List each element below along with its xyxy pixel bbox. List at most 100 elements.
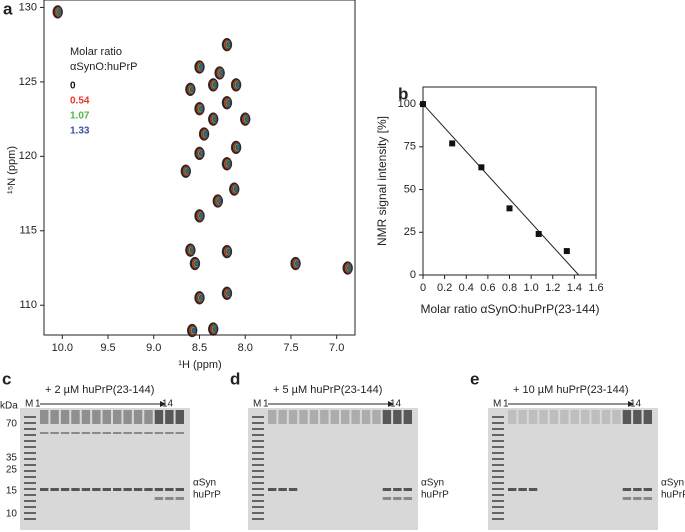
y-tick-label: 115 (19, 225, 37, 237)
well (372, 410, 381, 424)
band (60, 432, 70, 434)
peak (226, 290, 231, 297)
marker-band (492, 440, 504, 442)
gel-title: + 5 µM huPrP(23-144) (273, 384, 382, 396)
band (92, 488, 101, 491)
x-tick-label: 9.5 (100, 342, 115, 354)
peak (199, 64, 204, 70)
x-tick-label: 1.2 (545, 282, 560, 294)
band (40, 432, 49, 434)
marker-band (24, 470, 36, 472)
marker-band (252, 464, 264, 466)
band (508, 488, 517, 491)
lane-label: 1 (35, 399, 41, 410)
band (288, 488, 298, 491)
band (50, 432, 59, 434)
marker-band (24, 476, 36, 478)
band (92, 432, 101, 434)
well (71, 410, 80, 424)
gel (488, 408, 658, 530)
band (133, 432, 143, 434)
peak (203, 131, 209, 137)
well (622, 410, 632, 424)
band (268, 488, 277, 491)
peak (233, 186, 239, 192)
gel (20, 408, 190, 530)
band (175, 488, 184, 491)
marker-band (252, 452, 264, 454)
peak (191, 327, 197, 334)
marker-band (252, 422, 264, 424)
well (539, 410, 548, 424)
marker-band (492, 488, 504, 490)
marker-band (492, 494, 504, 496)
well (268, 410, 277, 424)
well (403, 410, 412, 424)
data-point (506, 205, 513, 212)
marker-band (24, 482, 36, 484)
well (560, 410, 569, 424)
marker-band (24, 440, 36, 442)
well (601, 410, 611, 424)
y-tick-label: 130 (19, 1, 37, 13)
y-tick-label: 75 (404, 141, 416, 153)
lane-label: 1 (503, 399, 509, 410)
well (288, 410, 298, 424)
x-tick-label: 0.6 (480, 282, 495, 294)
well (50, 410, 59, 424)
marker-label: 35 (6, 453, 18, 464)
marker-band (24, 464, 36, 466)
arrow-head (388, 401, 394, 407)
well (549, 410, 559, 424)
well (508, 410, 517, 424)
y-tick-label: 120 (19, 150, 37, 162)
well (278, 410, 287, 424)
data-point (449, 140, 456, 147)
well (633, 410, 642, 424)
y-tick-label: 100 (398, 98, 416, 110)
well (382, 410, 392, 424)
marker-band (24, 422, 36, 424)
marker-band (24, 428, 36, 430)
marker-band (492, 500, 504, 502)
well (570, 410, 579, 424)
marker-band (252, 428, 264, 430)
legend-entry: 0 (70, 81, 76, 92)
legend-entry: 1.07 (70, 111, 90, 122)
x-tick-label: 10.0 (52, 342, 73, 354)
peak (185, 168, 190, 175)
marker-label: 25 (6, 465, 18, 476)
well (133, 410, 143, 424)
well (351, 410, 360, 424)
panel-letter: e (470, 369, 479, 388)
well (92, 410, 101, 424)
band (382, 497, 392, 500)
marker-band (24, 506, 36, 508)
well (591, 410, 600, 424)
well (102, 410, 111, 424)
lane-label: 14 (162, 399, 174, 410)
well (393, 410, 402, 424)
well (81, 410, 91, 424)
marker-band (492, 476, 504, 478)
band (643, 497, 652, 500)
unit-label: kDa (0, 401, 18, 412)
marker-band (252, 512, 264, 514)
band (144, 432, 153, 434)
well (518, 410, 527, 424)
well (309, 410, 319, 424)
peak (194, 260, 199, 267)
well (341, 410, 350, 424)
fit-line (422, 103, 580, 276)
band (40, 488, 49, 491)
lane-label: 14 (630, 399, 642, 410)
x-tick-label: 0 (420, 282, 426, 294)
marker-band (492, 434, 504, 436)
band (71, 488, 80, 491)
band (528, 488, 538, 491)
data-point (563, 248, 570, 255)
peak (199, 150, 204, 157)
marker-band (492, 416, 504, 418)
marker-band (252, 476, 264, 478)
